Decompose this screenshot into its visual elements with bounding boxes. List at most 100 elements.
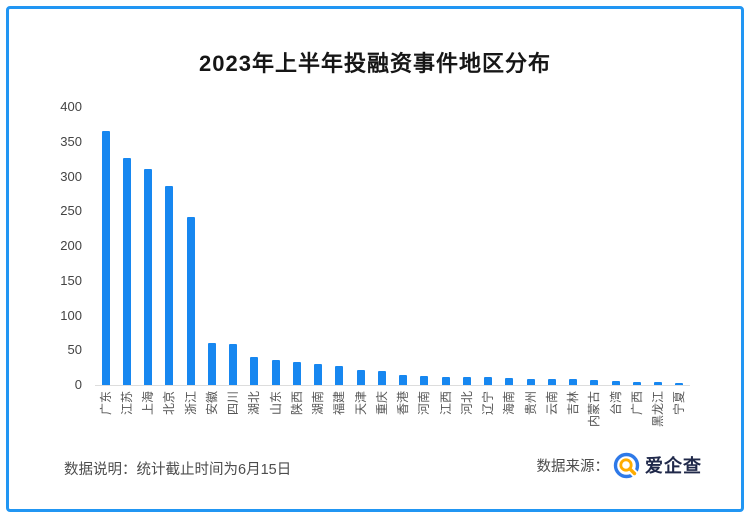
- bar-slot: [499, 107, 520, 385]
- bar-广东: [101, 131, 110, 385]
- bar-湖北: [250, 357, 259, 385]
- bar-上海: [144, 168, 153, 385]
- data-note-text: 数据说明：统计截止时间为6月15日: [64, 462, 292, 478]
- bar-山东: [271, 359, 280, 385]
- x-label-slot: 安徽: [201, 388, 222, 450]
- bar-slot: [541, 107, 562, 385]
- bar-slot: [669, 107, 690, 385]
- x-category-label: 天津: [353, 391, 368, 416]
- bar-贵州: [526, 378, 535, 385]
- x-category-label: 黑龙江: [651, 391, 666, 428]
- y-tick-label: 50: [67, 342, 82, 358]
- x-label-slot: 河南: [414, 388, 435, 450]
- bar-slot: [456, 107, 477, 385]
- bar-slot: [138, 107, 159, 385]
- bar-slot: [626, 107, 647, 385]
- x-label-slot: 福建: [329, 388, 350, 450]
- x-label-slot: 贵州: [520, 388, 541, 450]
- bar-浙江: [186, 216, 195, 385]
- bar-slot: [329, 107, 350, 385]
- x-label-slot: 北京: [159, 388, 180, 450]
- x-category-label: 福建: [332, 391, 347, 416]
- x-category-label: 陕西: [289, 391, 304, 416]
- bar-四川: [229, 344, 238, 385]
- bar-slot: [286, 107, 307, 385]
- bar-广西: [632, 381, 641, 385]
- data-source-label: 数据来源：: [536, 458, 610, 475]
- bar-slot: [223, 107, 244, 385]
- x-label-slot: 吉林: [563, 388, 584, 450]
- x-category-label: 辽宁: [481, 391, 496, 416]
- x-category-label: 湖南: [311, 391, 326, 416]
- bar-chart-plot-area: [95, 107, 690, 386]
- bar-slot: [265, 107, 286, 385]
- x-category-label: 安徽: [204, 391, 219, 416]
- x-category-label: 台湾: [608, 391, 623, 416]
- x-label-slot: 河北: [456, 388, 477, 450]
- bar-宁夏: [675, 382, 684, 385]
- bar-云南: [547, 379, 556, 385]
- bar-江西: [441, 376, 450, 385]
- bar-slot: [563, 107, 584, 385]
- bar-slot: [648, 107, 669, 385]
- bar-江苏: [122, 157, 131, 385]
- x-category-label: 北京: [162, 391, 177, 416]
- bar-辽宁: [484, 377, 493, 385]
- x-label-slot: 江苏: [116, 388, 137, 450]
- bar-内蒙古: [590, 380, 599, 385]
- x-category-label: 浙江: [183, 391, 198, 416]
- bar-湖南: [314, 364, 323, 385]
- x-category-label: 山东: [268, 391, 283, 416]
- x-category-label: 江西: [438, 391, 453, 416]
- x-label-slot: 内蒙古: [584, 388, 605, 450]
- x-axis-category-labels: 广东 江苏 上海 北京 浙江 安徽 四川 湖北 山东 陕西 湖南 福建 天津 重庆 香港 河南 江西 河北 辽宁 海南…: [95, 388, 690, 450]
- y-tick-label: 100: [60, 307, 82, 323]
- bar-slot: [478, 107, 499, 385]
- x-label-slot: 陕西: [286, 388, 307, 450]
- x-label-slot: 海南: [499, 388, 520, 450]
- x-label-slot: 四川: [223, 388, 244, 450]
- bar-slot: [371, 107, 392, 385]
- y-tick-label: 150: [60, 272, 82, 288]
- x-label-slot: 辽宁: [478, 388, 499, 450]
- bar-安徽: [207, 342, 216, 385]
- x-category-label: 河北: [459, 391, 474, 416]
- bar-slot: [520, 107, 541, 385]
- x-label-slot: 宁夏: [669, 388, 690, 450]
- x-category-label: 广西: [629, 391, 644, 416]
- data-source-row: 数据来源： 爱企查: [537, 450, 703, 480]
- bar-海南: [505, 378, 514, 385]
- y-tick-label: 300: [60, 168, 82, 184]
- bar-slot: [393, 107, 414, 385]
- bar-香港: [399, 375, 408, 385]
- x-label-slot: 香港: [393, 388, 414, 450]
- x-category-label: 香港: [396, 391, 411, 416]
- x-category-label: 四川: [226, 391, 241, 416]
- bar-吉林: [569, 379, 578, 385]
- bar-slot: [605, 107, 626, 385]
- bar-slot: [180, 107, 201, 385]
- data-source-name: 爱企查: [645, 456, 702, 476]
- y-tick-label: 0: [74, 377, 82, 392]
- x-category-label: 广东: [98, 391, 113, 416]
- bar-slot: [308, 107, 329, 385]
- x-label-slot: 广西: [626, 388, 647, 450]
- bar-slot: [116, 107, 137, 385]
- x-category-label: 河南: [417, 391, 432, 416]
- y-tick-label: 250: [60, 203, 82, 219]
- bar-slot: [350, 107, 371, 385]
- x-category-label: 宁夏: [672, 391, 687, 416]
- x-label-slot: 山东: [265, 388, 286, 450]
- x-category-label: 海南: [502, 391, 517, 416]
- x-label-slot: 云南: [541, 388, 562, 450]
- x-category-label: 云南: [544, 391, 559, 416]
- bar-slot: [435, 107, 456, 385]
- bar-福建: [335, 365, 344, 385]
- bar-台湾: [611, 380, 620, 385]
- x-label-slot: 重庆: [371, 388, 392, 450]
- x-label-slot: 天津: [350, 388, 371, 450]
- x-label-slot: 湖北: [244, 388, 265, 450]
- x-category-label: 江苏: [119, 391, 134, 416]
- x-label-slot: 湖南: [308, 388, 329, 450]
- x-label-slot: 黑龙江: [648, 388, 669, 450]
